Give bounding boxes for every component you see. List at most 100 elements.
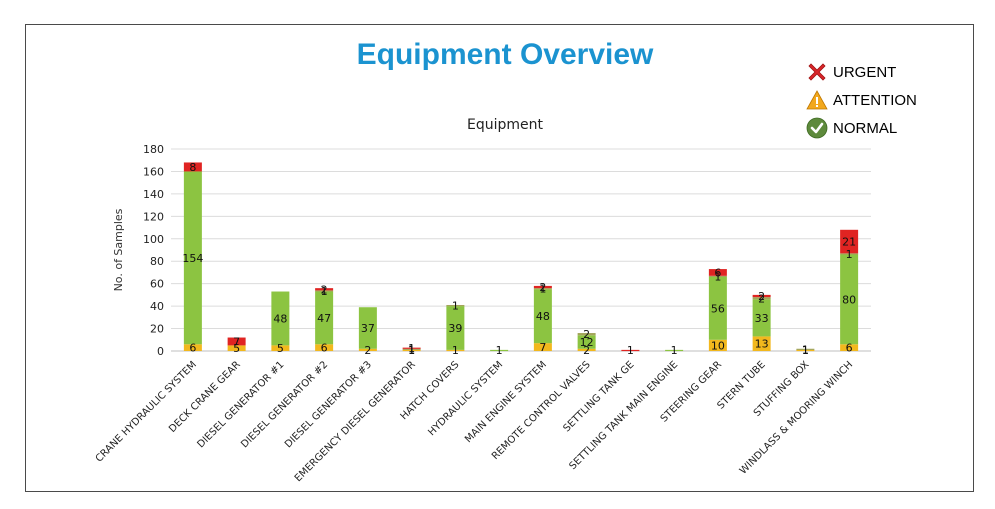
bar-segment — [446, 349, 465, 352]
checkmark-circle-icon — [806, 117, 828, 139]
bar-segment — [708, 276, 727, 340]
y-tick-label: 80 — [150, 255, 164, 268]
legend-label-urgent: URGENT — [833, 63, 897, 81]
data-label: 1 — [408, 344, 415, 357]
bar-segment — [708, 339, 727, 351]
bar-segment — [533, 288, 552, 290]
data-label: 1 — [802, 343, 809, 356]
bar-segment — [402, 347, 421, 349]
data-label: 6 — [714, 266, 721, 279]
bar-segment — [577, 333, 596, 336]
bar-segment — [752, 294, 771, 298]
bar-segment — [227, 345, 246, 351]
data-label: 33 — [755, 312, 769, 325]
bars — [183, 162, 859, 352]
data-label: 39 — [448, 322, 462, 335]
data-label: 5 — [277, 342, 284, 355]
bar-segment — [402, 349, 421, 352]
data-label: 21 — [842, 236, 856, 249]
data-label: 1 — [321, 285, 328, 298]
bar-segment — [183, 162, 202, 172]
bar-segment — [665, 349, 684, 352]
bar-segment — [533, 285, 552, 289]
y-tick-label: 120 — [143, 210, 164, 223]
data-label: 13 — [755, 338, 769, 351]
data-label: 7 — [539, 341, 546, 354]
data-label: 2 — [758, 292, 765, 305]
y-tick-label: 20 — [150, 323, 164, 336]
y-tick-label: 60 — [150, 278, 164, 291]
bar-segment — [796, 349, 815, 352]
data-label: 37 — [361, 322, 375, 335]
bar-segment — [315, 291, 334, 345]
bar-segment — [708, 269, 727, 276]
bar-segment — [271, 345, 290, 351]
bar-segment — [621, 349, 640, 352]
x-category-label: DIESEL GENERATOR #1 — [195, 359, 286, 450]
data-label: 1 — [452, 300, 459, 313]
warning-triangle-icon — [806, 90, 828, 110]
bar-segment — [577, 348, 596, 351]
data-label: 1 — [539, 283, 546, 296]
y-axis-ticks: 0 20 40 60 80 100 120 140 160 180 — [143, 143, 164, 358]
data-label: 1 — [408, 343, 415, 356]
x-category-label: DECK CRANE GEAR — [167, 359, 243, 435]
x-category-label: MAIN ENGINE SYSTEM — [463, 359, 549, 445]
bar-segment — [840, 253, 859, 255]
data-label: 1 — [452, 344, 459, 357]
bar-segment — [840, 254, 859, 345]
y-tick-label: 40 — [150, 300, 164, 313]
bar-segment — [840, 344, 859, 351]
bar-segment — [752, 299, 771, 337]
data-label: 2 — [364, 344, 371, 357]
bar-segment — [796, 348, 815, 350]
status-legend: URGENT ATTENTION NORMAL — [806, 58, 917, 142]
data-label: 12 — [580, 336, 594, 349]
chart-title: Equipment — [467, 117, 544, 133]
x-category-label: DIESEL GENERATOR #3 — [283, 359, 374, 450]
bar-segment — [446, 304, 465, 307]
bar-segment — [840, 229, 859, 254]
bar-segment — [752, 336, 771, 351]
data-label: 6 — [321, 342, 328, 355]
data-label: 8 — [189, 161, 196, 174]
data-label: 47 — [317, 312, 331, 325]
data-label: 2 — [539, 281, 546, 294]
legend-label-attention: ATTENTION — [833, 91, 917, 109]
bar-segment — [402, 348, 421, 350]
legend-item-normal: NORMAL — [806, 114, 917, 142]
data-label: 56 — [711, 302, 725, 315]
y-tick-label: 160 — [143, 165, 164, 178]
bar-segment — [358, 348, 377, 351]
page-title: Equipment Overview — [356, 38, 654, 71]
bar-segment — [533, 289, 552, 344]
bar-segment — [708, 275, 727, 278]
data-label: 154 — [182, 252, 203, 265]
bar-segment — [358, 307, 377, 349]
legend-item-attention: ATTENTION — [806, 86, 917, 114]
bar-segment — [577, 335, 596, 349]
x-category-label: DIESEL GENERATOR #2 — [239, 359, 330, 450]
y-tick-label: 180 — [143, 143, 164, 156]
y-tick-label: 100 — [143, 233, 164, 246]
y-tick-label: 140 — [143, 188, 164, 201]
bar-segment — [315, 344, 334, 351]
data-label: 1 — [714, 270, 721, 283]
data-label: 7 — [233, 335, 240, 348]
bar-segment — [490, 349, 509, 352]
legend-item-urgent: URGENT — [806, 58, 917, 86]
data-label: 2 — [321, 283, 328, 296]
data-label: 2 — [583, 344, 590, 357]
y-tick-label: 0 — [157, 345, 164, 358]
data-label: 1 — [846, 248, 853, 261]
data-label: 6 — [846, 342, 853, 355]
x-category-label: HYDRAULIC SYSTEM — [426, 359, 505, 438]
data-label: 1 — [671, 344, 678, 357]
bar-segment — [271, 291, 290, 346]
data-label: 2 — [758, 290, 765, 303]
y-axis-title: No. of Samples — [112, 208, 125, 291]
bar-segment — [315, 288, 334, 291]
data-label: 10 — [711, 339, 725, 352]
